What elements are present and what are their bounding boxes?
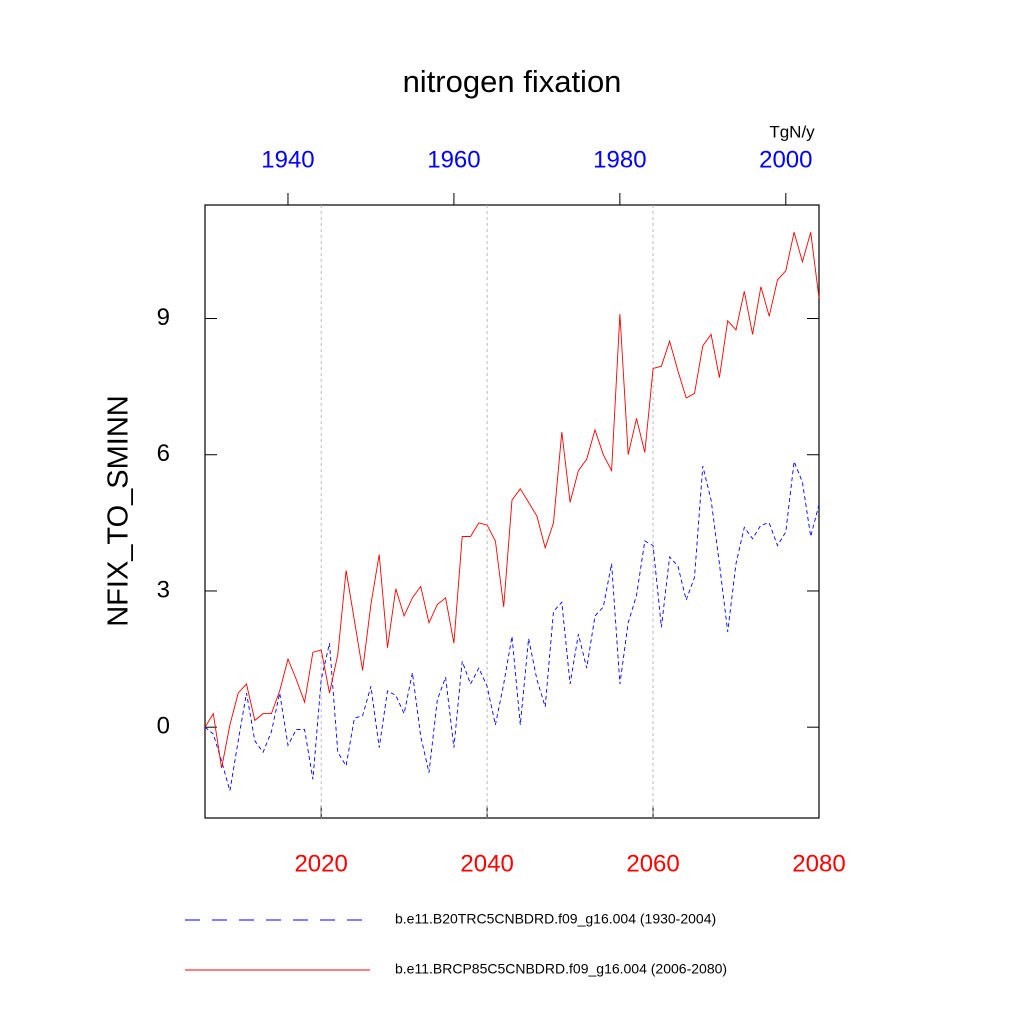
x2-tick-label: 1940 bbox=[261, 146, 314, 173]
data-line bbox=[204, 461, 820, 791]
y-tick-label: 6 bbox=[157, 440, 170, 467]
x2-tick-label: 1980 bbox=[593, 146, 646, 173]
legend-label: b.e11.B20TRC5CNBDRD.f09_g16.004 (1930-20… bbox=[395, 911, 716, 927]
y-tick-label: 0 bbox=[157, 713, 170, 740]
x-tick-label: 2040 bbox=[460, 850, 513, 877]
x-tick-label: 2080 bbox=[792, 850, 845, 877]
data-line bbox=[204, 232, 820, 769]
chart-title: nitrogen fixation bbox=[403, 64, 622, 99]
x2-tick-label: 2000 bbox=[759, 146, 812, 173]
y-tick-label: 9 bbox=[157, 304, 170, 331]
units-label: TgN/y bbox=[769, 122, 815, 141]
x-tick-label: 2060 bbox=[626, 850, 679, 877]
y-tick-label: 3 bbox=[157, 576, 170, 603]
y-axis-label: NFIX_TO_SMINN bbox=[103, 395, 135, 627]
x-tick-label: 2020 bbox=[294, 850, 347, 877]
plot-frame bbox=[204, 204, 820, 819]
x2-tick-label: 1960 bbox=[427, 146, 480, 173]
legend-label: b.e11.BRCP85C5CNBDRD.f09_g16.004 (2006-2… bbox=[395, 961, 727, 977]
